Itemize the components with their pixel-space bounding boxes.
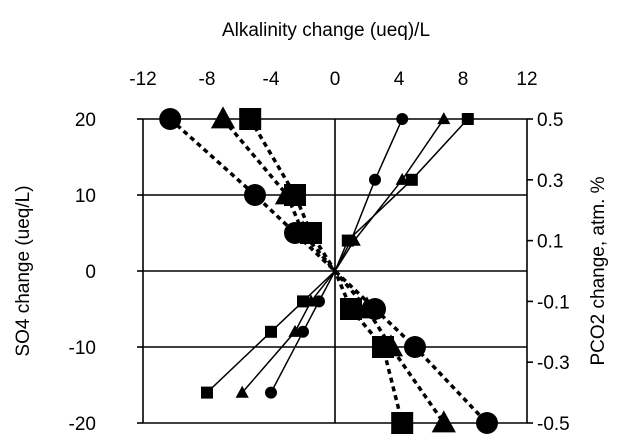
data-point-circle-large — [159, 108, 182, 130]
x-tick-label: -12 — [129, 69, 156, 90]
x-tick-label: 12 — [516, 69, 537, 90]
y-left-tick-label: 10 — [75, 186, 96, 207]
y-left-tick-label: -10 — [69, 338, 96, 359]
y-right-tick-label: -0.5 — [537, 414, 570, 435]
x-tick-label: -4 — [263, 69, 280, 90]
data-point-square-small — [405, 173, 418, 186]
x-tick-label: -8 — [199, 69, 216, 90]
series-line-square-small — [206, 118, 469, 394]
data-point-circle-small — [396, 113, 409, 125]
y-right-tick-label: 0.5 — [537, 110, 563, 131]
data-point-square-small — [201, 386, 213, 399]
y-right-tick-label: -0.3 — [537, 353, 570, 374]
data-point-triangle-small — [437, 112, 451, 125]
x-axis-title: Alkalinity change (ueq)/L — [222, 20, 430, 41]
data-point-square-small — [461, 113, 474, 125]
data-point-circle-small — [369, 173, 381, 186]
data-point-square-small — [341, 234, 354, 247]
data-point-triangle-small — [235, 385, 249, 398]
data-point-square-small — [297, 295, 309, 308]
data-point-square-large — [391, 412, 414, 434]
data-point-square-large — [300, 222, 322, 244]
data-point-circle-small — [265, 386, 277, 399]
data-point-triangle-large — [210, 106, 236, 129]
data-point-square-large — [239, 108, 262, 130]
y-right-tick-label: 0.3 — [537, 171, 563, 192]
y-right-axis-title: PCO2 change, atm. % — [588, 176, 609, 365]
x-tick-label: 4 — [394, 69, 405, 90]
x-tick-label: 0 — [330, 69, 341, 90]
y-left-axis-title: SO4 change (ueq/L) — [13, 185, 34, 356]
data-point-triangle-large — [431, 410, 456, 433]
data-point-square-large — [284, 184, 306, 206]
data-point-triangle-small — [395, 172, 409, 185]
data-point-square-large — [372, 336, 394, 358]
data-point-circle-large — [244, 184, 266, 206]
data-point-circle-large — [404, 336, 426, 358]
data-point-circle-large — [476, 412, 498, 434]
y-left-tick-label: -20 — [69, 414, 96, 435]
y-right-tick-label: -0.1 — [537, 292, 570, 313]
y-left-tick-label: 0 — [85, 262, 96, 283]
data-point-square-small — [265, 325, 277, 338]
axes: -12 -8 -4 0 4 8 12 20 10 0 -10 -20 0.5 0.3 0.1 -0.1 -0.3… — [69, 69, 570, 435]
data-point-square-large — [340, 298, 362, 320]
y-right-tick-label: 0.1 — [537, 232, 563, 253]
data-point-triangle-small — [288, 324, 302, 337]
y-left-tick-label: 20 — [75, 110, 96, 131]
data-markers — [159, 106, 498, 434]
x-tick-label: 8 — [458, 69, 469, 90]
